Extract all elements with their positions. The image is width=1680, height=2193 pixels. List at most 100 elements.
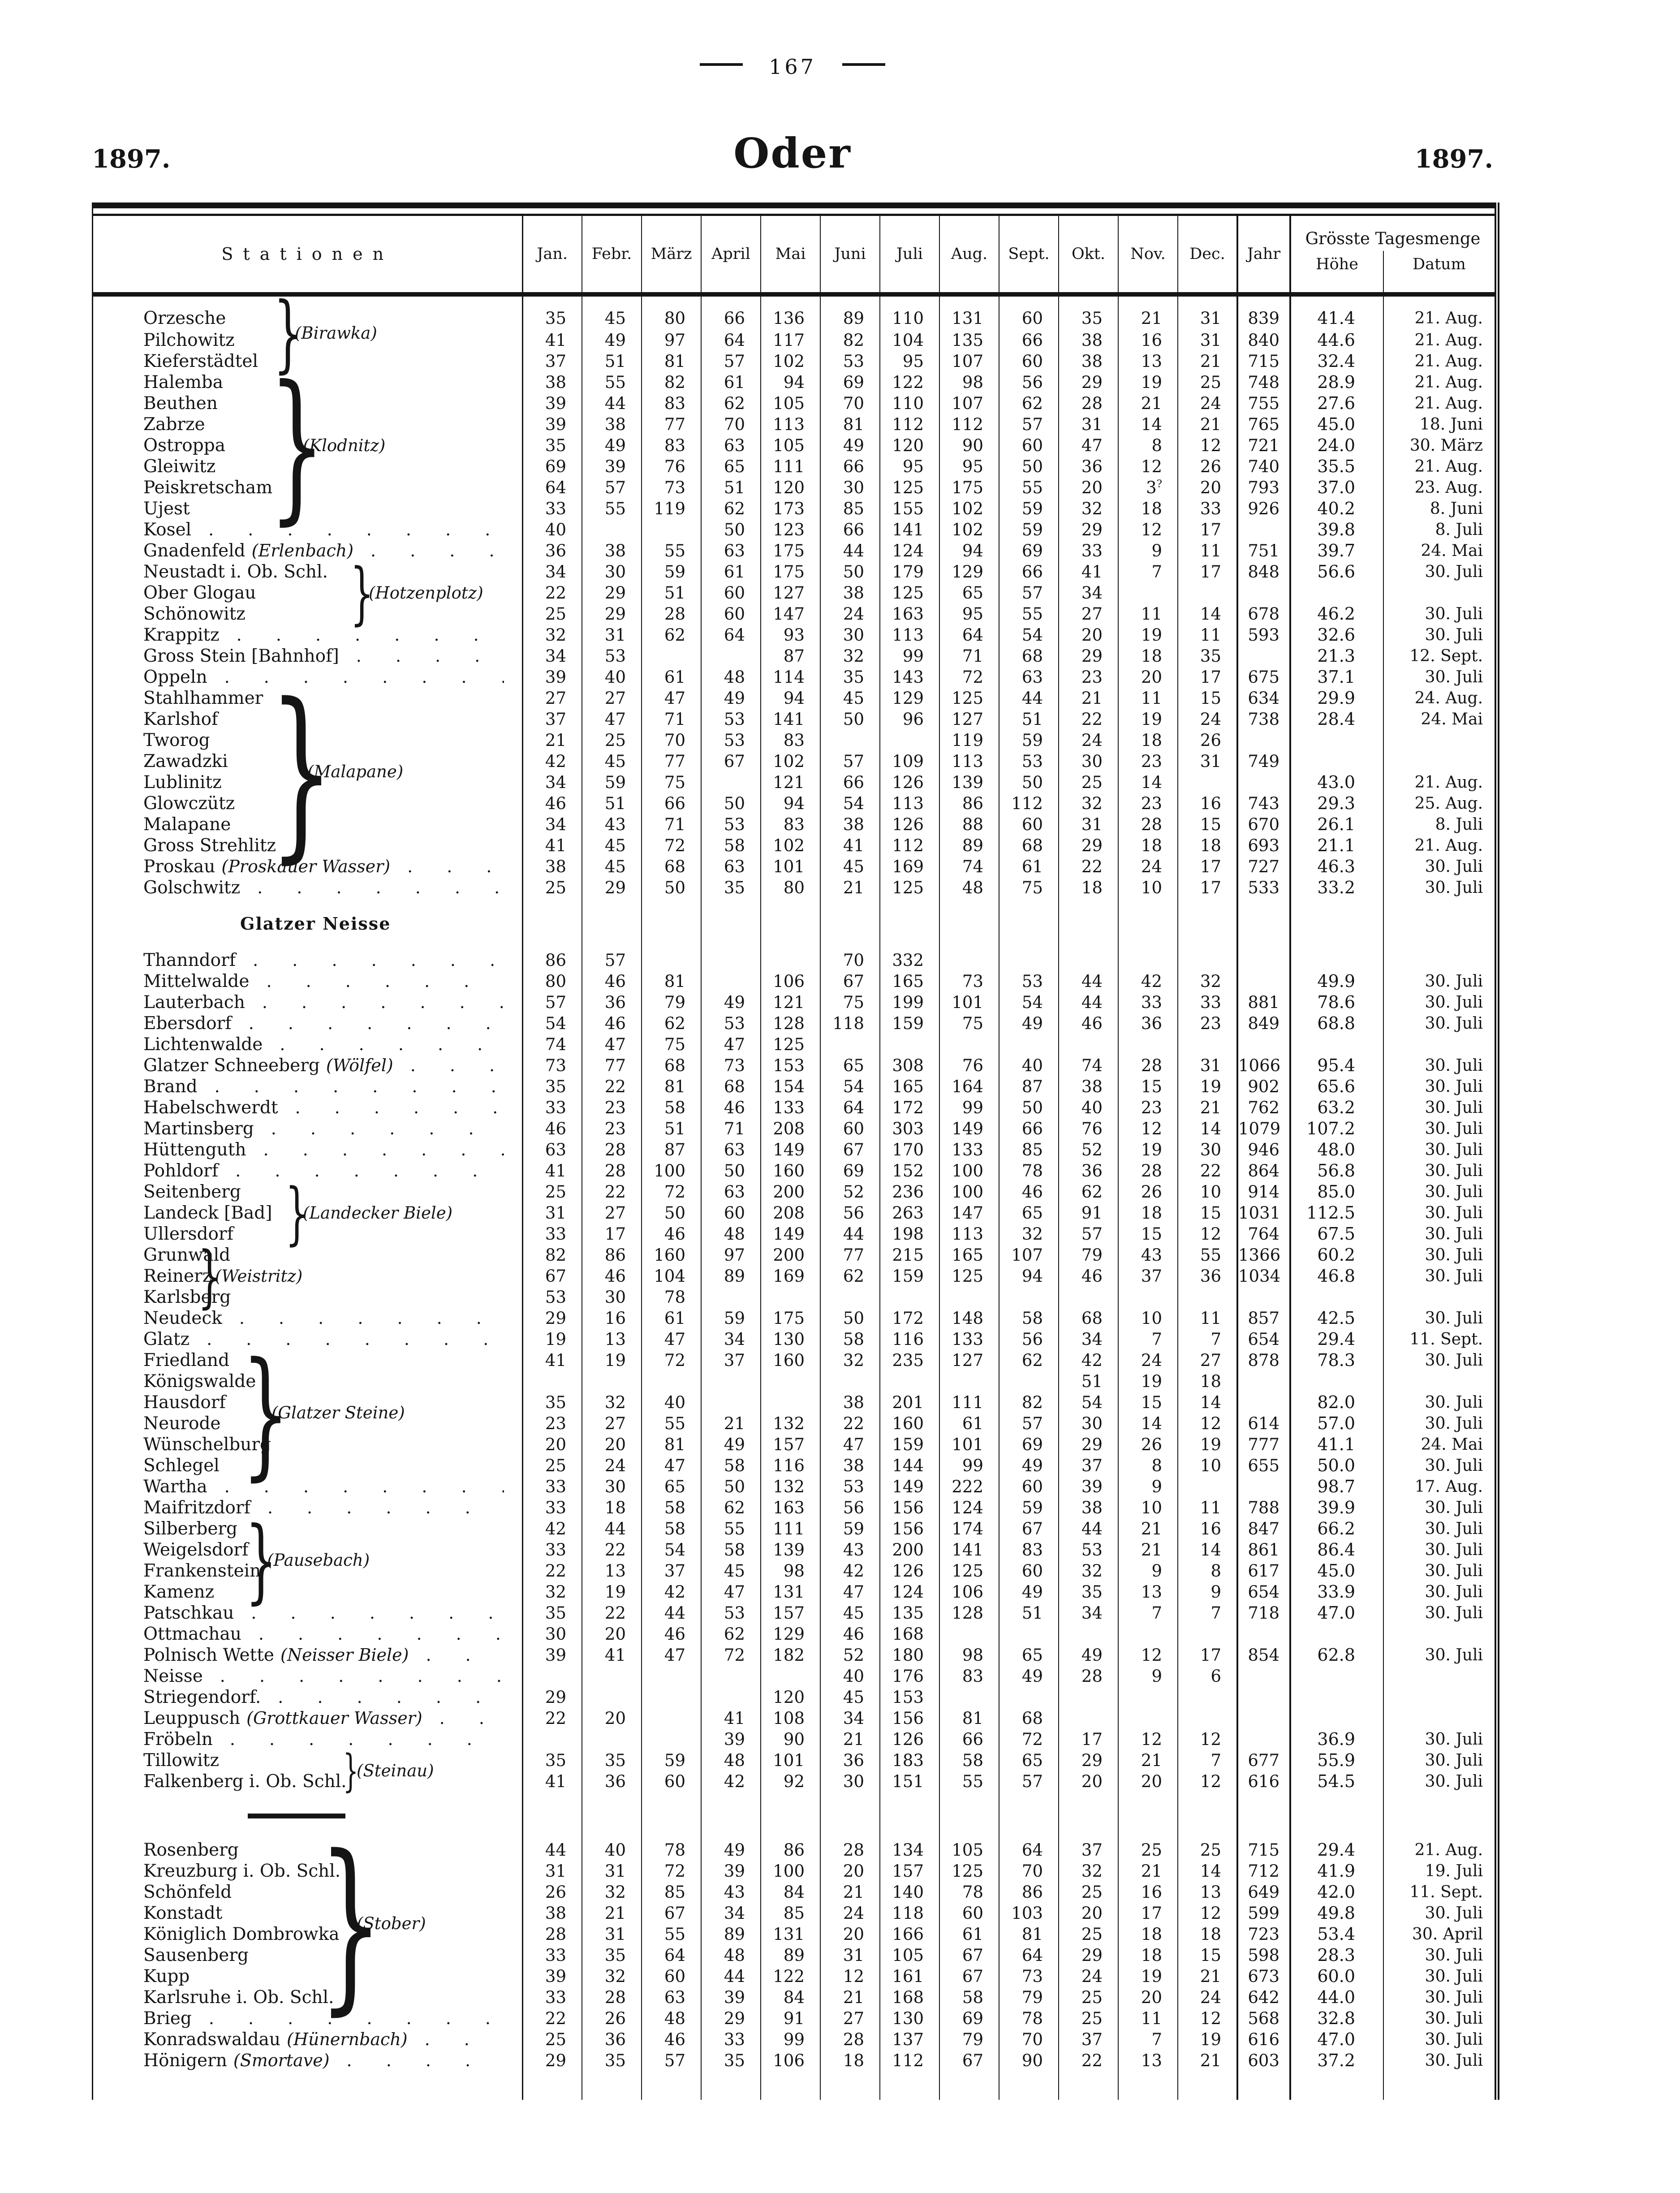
month-value: 93 [761, 625, 821, 646]
month-value: 49 [1059, 1645, 1119, 1666]
max-height-value [1290, 1708, 1384, 1729]
max-height-value: 49.9 [1290, 971, 1384, 992]
month-value: 60 [999, 294, 1059, 330]
month-value: 33 [1118, 992, 1178, 1013]
month-value [999, 950, 1059, 971]
month-value: 20 [1059, 1903, 1119, 1924]
month-value: 133 [761, 1097, 821, 1118]
month-value [1059, 1687, 1119, 1708]
month-value: 68 [701, 1076, 761, 1097]
month-value: 113 [880, 793, 940, 814]
year-total: 881 [1237, 992, 1291, 1013]
empty-cell [761, 2071, 821, 2100]
month-value: 58 [939, 1987, 999, 2008]
table-row: Zabrze 39 38 77 70 113 81 112 112 57 31 14 21 765 45.0… [93, 414, 1495, 435]
month-value: 84 [761, 1987, 821, 2008]
month-value: 21 [820, 877, 880, 898]
month-value: 47 [701, 1581, 761, 1603]
station-name: Weigelsdorf [143, 1540, 249, 1560]
month-value: 85 [999, 1139, 1059, 1160]
station-name: Königswalde [143, 1371, 256, 1392]
month-value: 141 [880, 519, 940, 540]
month-value: 175 [761, 561, 821, 582]
month-value: 172 [880, 1308, 940, 1329]
month-value: 60 [642, 1966, 702, 1987]
month-value: 94 [761, 688, 821, 709]
dash-right [842, 63, 885, 66]
max-height-value: 39.7 [1290, 540, 1384, 561]
table-row: Schlegel 25 24 47 58 116 38 144 99 49 37 8 10 655 50.0… [93, 1455, 1495, 1476]
month-value: 81 [642, 351, 702, 372]
month-value: 33 [1178, 498, 1238, 519]
month-value: 25 [522, 1455, 582, 1476]
month-value: 68 [642, 856, 702, 877]
table-row: Neudeck 29166159175501721485868101185742.… [93, 1308, 1495, 1329]
max-date-value: 30. Juli [1425, 1772, 1483, 1791]
month-value: 109 [880, 751, 940, 772]
table-row: Hönigern(Smortave)2935573510618112679022… [93, 2050, 1495, 2071]
month-value: 53 [701, 1603, 761, 1624]
year-total: 914 [1237, 1181, 1291, 1202]
month-value: 35 [582, 1750, 642, 1771]
month-value: 39 [701, 1861, 761, 1882]
col-header-month: Sept. [999, 216, 1059, 297]
empty-cell [1290, 1792, 1384, 1840]
month-value: 21 [1178, 1097, 1238, 1118]
max-date-value: 30. Juli [1425, 605, 1483, 623]
empty-cell [880, 1792, 940, 1840]
month-value: 64 [642, 1945, 702, 1966]
month-value: 65 [642, 1476, 702, 1497]
month-value: 61 [999, 856, 1059, 877]
month-value: 64 [701, 625, 761, 646]
max-date-value: 30. April [1412, 1925, 1483, 1943]
month-value [642, 1371, 702, 1392]
month-value: 91 [1059, 1202, 1119, 1224]
month-value: 11 [1178, 1497, 1238, 1518]
month-value [522, 1371, 582, 1392]
year-total [1237, 646, 1291, 667]
table-row: Proskau(Proskauer Wasser)384568631014516… [93, 856, 1495, 877]
month-value: 51 [701, 477, 761, 498]
month-value: 64 [701, 330, 761, 351]
month-value: 98 [939, 1645, 999, 1666]
month-value: 46 [701, 1097, 761, 1118]
month-value: 23 [582, 1118, 642, 1139]
month-value: 58 [701, 835, 761, 856]
max-height-value [1290, 751, 1384, 772]
max-height-value: 86.4 [1290, 1539, 1384, 1560]
month-value: 38 [582, 414, 642, 435]
month-value: 13 [582, 1560, 642, 1581]
month-value: 69 [820, 372, 880, 393]
month-value: 55 [939, 1771, 999, 1792]
month-value [761, 1287, 821, 1308]
month-value: 66 [820, 519, 880, 540]
month-value: 36 [582, 2029, 642, 2050]
month-value: 33 [522, 1539, 582, 1560]
empty-cell [1237, 898, 1291, 950]
year-total [1237, 1708, 1291, 1729]
month-value [1059, 1287, 1119, 1308]
month-value: 21 [1178, 351, 1238, 372]
month-value [701, 1666, 761, 1687]
month-value: 7 [1118, 1329, 1178, 1350]
month-value: 51 [1059, 1371, 1119, 1392]
month-value: 165 [880, 971, 940, 992]
month-value: 169 [761, 1266, 821, 1287]
month-value: 38 [1059, 351, 1119, 372]
month-value: 66 [701, 294, 761, 330]
max-date-value: 30. Juli [1425, 1946, 1483, 1965]
month-value: 6 [1178, 1666, 1238, 1687]
month-value: 126 [880, 814, 940, 835]
month-value: 31 [1178, 1055, 1238, 1076]
month-value: 69 [522, 456, 582, 477]
max-date-value: 30. Juli [1425, 1141, 1483, 1159]
dotted-leader [439, 1708, 504, 1729]
month-value: 42 [1118, 971, 1178, 992]
month-value: 19 [1118, 1371, 1178, 1392]
month-value: 30 [1059, 751, 1119, 772]
month-value: 48 [701, 1750, 761, 1771]
year-total: 751 [1237, 540, 1291, 561]
month-value: 35 [582, 1945, 642, 1966]
max-height-value: 37.0 [1290, 477, 1384, 498]
